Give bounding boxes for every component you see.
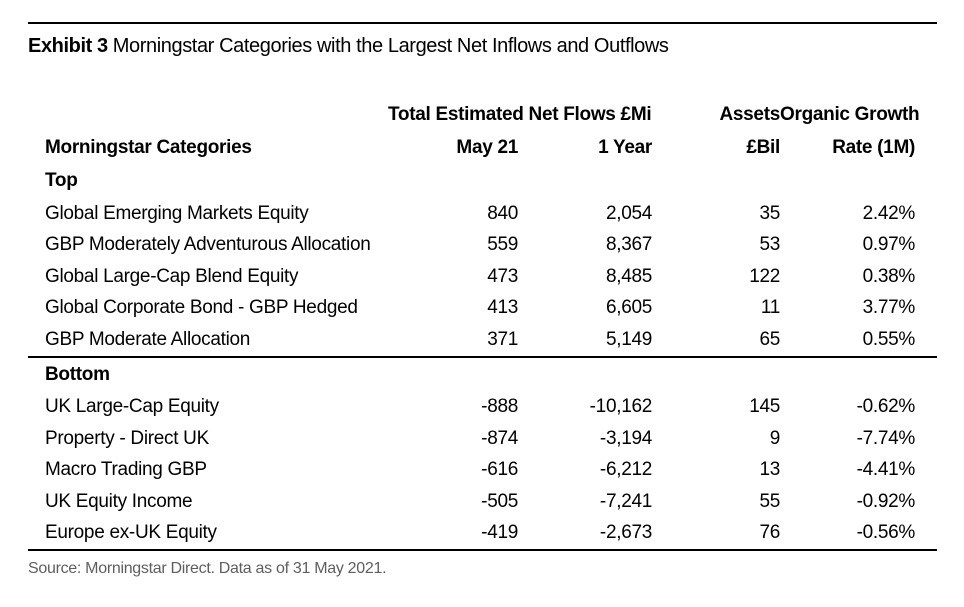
growth-cell: 3.77% [862,297,916,319]
header-spacer [28,92,388,129]
growth-cell: -0.92% [856,490,916,512]
exhibit-title-text: Morningstar Categories with the Largest … [112,35,669,57]
table-row: Global Corporate Bond - GBP Hedged 413 6… [28,293,937,325]
header-assets-line2: £Bil [746,137,780,158]
category-cell: GBP Moderately Adventurous Allocation [45,234,371,256]
growth-cell: -0.62% [856,396,916,418]
table-row: Europe ex-UK Equity -419 -2,673 76 -0.56… [28,518,937,551]
header-may21: May 21 [456,137,518,158]
source-note: Source: Morningstar Direct. Data as of 3… [28,560,387,577]
assets-cell: 76 [759,522,780,544]
section-label: Top [45,170,78,191]
category-cell: UK Equity Income [45,490,193,512]
assets-cell: 35 [759,202,780,224]
category-cell: UK Large-Cap Equity [45,396,219,418]
growth-cell: -0.56% [856,522,916,544]
may21-cell: -505 [481,490,518,512]
exhibit-title: Exhibit 3 Morningstar Categories with the… [28,35,937,58]
table-row: Global Large-Cap Blend Equity 473 8,485 … [28,261,937,293]
exhibit-label: Exhibit 3 [28,35,108,57]
table-row: Global Emerging Markets Equity 840 2,054… [28,198,937,230]
assets-cell: 55 [759,490,780,512]
category-cell: Global Corporate Bond - GBP Hedged [45,297,358,319]
exhibit-page: Exhibit 3 Morningstar Categories with the… [0,22,964,578]
header-category: Morningstar Categories [45,137,252,158]
1year-cell: -2,673 [599,522,652,544]
assets-cell: 145 [749,396,780,418]
growth-cell: 0.38% [862,265,916,287]
header-growth-line1: Organic Growth [780,104,920,125]
may21-cell: 473 [487,265,518,287]
may21-cell: -888 [481,396,518,418]
growth-cell: 0.55% [862,328,916,350]
may21-cell: -874 [481,427,518,449]
1year-cell: -3,194 [599,427,652,449]
header-net-flows-group: Total Estimated Net Flows £Mil [388,104,652,125]
header-group-row: Total Estimated Net Flows £Mil Assets Or… [28,92,937,129]
growth-cell: -4.41% [856,459,916,481]
1year-cell: 8,485 [605,265,652,287]
1year-cell: 2,054 [605,202,652,224]
table-row: Macro Trading GBP -616 -6,212 13 -4.41% [28,455,937,487]
1year-cell: -6,212 [599,459,652,481]
section-row-top: Top [28,164,937,198]
category-cell: Global Emerging Markets Equity [45,202,309,224]
may21-cell: 559 [487,234,518,256]
section-row-bottom: Bottom [28,355,937,392]
table-row: GBP Moderately Adventurous Allocation 55… [28,230,937,262]
header-growth-line2: Rate (1M) [832,137,915,158]
assets-cell: 65 [759,328,780,350]
category-cell: Global Large-Cap Blend Equity [45,265,299,287]
1year-cell: 6,605 [605,297,652,319]
may21-cell: 413 [487,297,518,319]
1year-cell: -10,162 [589,396,652,418]
table-row: GBP Moderate Allocation 371 5,149 65 0.5… [28,324,937,357]
may21-cell: -616 [481,459,518,481]
growth-cell: 0.97% [862,234,916,256]
header-row: Morningstar Categories May 21 1 Year £Bi… [28,129,937,164]
table-row: Property - Direct UK -874 -3,194 9 -7.74… [28,423,937,455]
section-label: Bottom [28,355,937,392]
header-1year: 1 Year [598,137,652,158]
assets-cell: 13 [759,459,780,481]
1year-cell: -7,241 [599,490,652,512]
1year-cell: 5,149 [605,328,652,350]
net-flows-table: Total Estimated Net Flows £Mil Assets Or… [28,92,937,551]
assets-cell: 11 [760,297,780,319]
assets-cell: 53 [759,234,780,256]
1year-cell: 8,367 [605,234,652,256]
assets-cell: 9 [769,427,780,449]
may21-cell: 371 [487,328,518,350]
table-row: UK Equity Income -505 -7,241 55 -0.92% [28,486,937,518]
growth-cell: -7.74% [856,427,916,449]
may21-cell: 840 [487,202,518,224]
header-assets-line1: Assets [719,104,780,125]
category-cell: Europe ex-UK Equity [45,522,217,544]
category-cell: GBP Moderate Allocation [45,328,251,350]
category-cell: Macro Trading GBP [45,459,207,481]
category-cell: Property - Direct UK [45,427,209,449]
may21-cell: -419 [481,522,518,544]
assets-cell: 122 [749,265,780,287]
growth-cell: 2.42% [862,202,916,224]
table-row: UK Large-Cap Equity -888 -10,162 145 -0.… [28,392,937,424]
top-rule [28,22,937,24]
